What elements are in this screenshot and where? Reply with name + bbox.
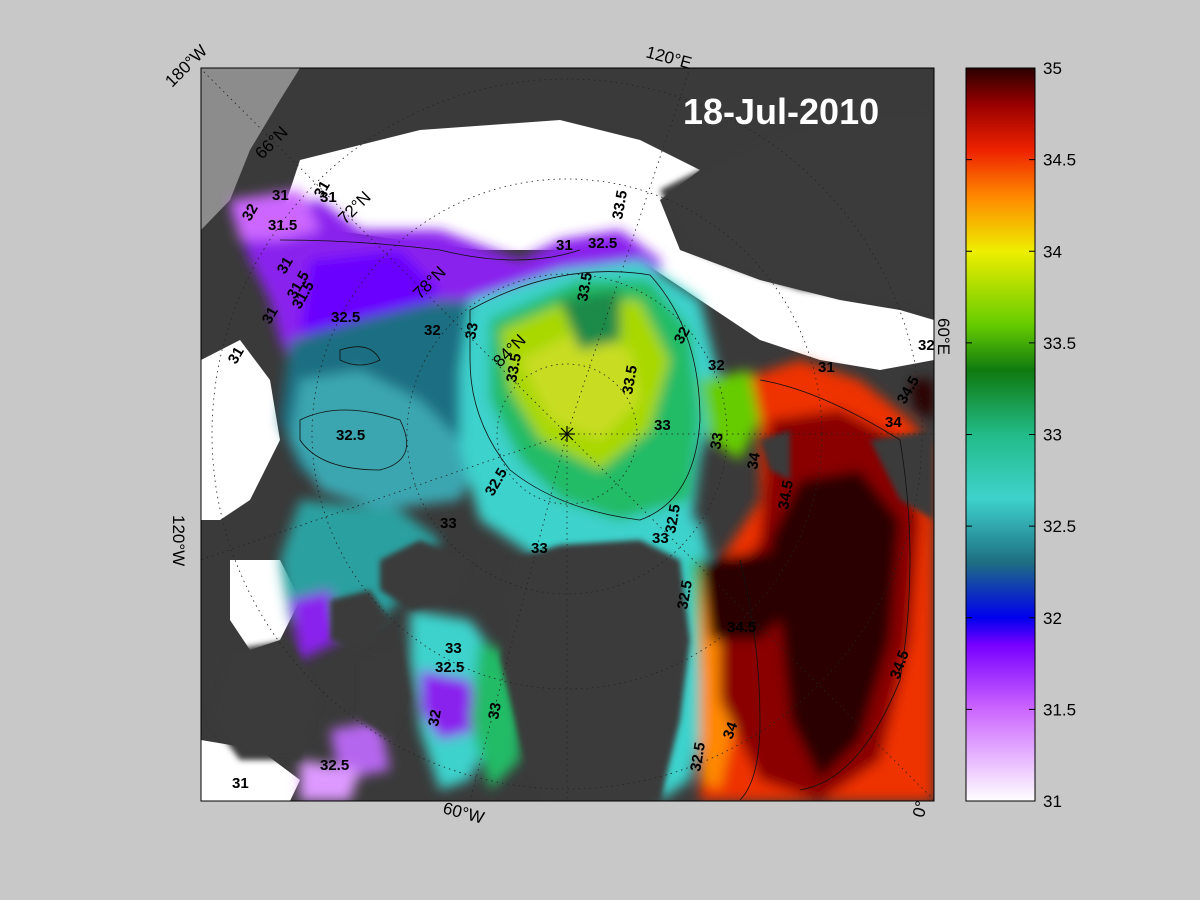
contour-label: 34.5: [775, 479, 797, 511]
land-layer: [210, 110, 934, 801]
contour-label: 32.5: [662, 503, 684, 535]
contour-label: 34: [720, 719, 742, 741]
contour-label: 33: [485, 701, 505, 720]
contour-label: 33: [531, 540, 548, 557]
contour-label: 33: [652, 530, 669, 547]
contour-label: 32.5: [435, 659, 464, 676]
contour-label: 31: [232, 775, 249, 792]
contour-label: 33.5: [609, 189, 631, 221]
colorbar-tick-label: 33: [1043, 426, 1062, 445]
contour-label: 31: [225, 344, 248, 367]
graticule: [201, 68, 934, 801]
contour-label: 31: [272, 187, 289, 204]
contour-label: 34: [885, 414, 902, 431]
date-label: 18-Jul-2010: [683, 91, 879, 132]
colorbar-tick-label: 34: [1043, 242, 1062, 261]
meridian-label-120w: 120°W: [169, 515, 188, 566]
contour-label: 32.5: [687, 741, 709, 773]
colorbar: 35 34.5 34 33.5 33 32.5 32 31.5 31: [965, 59, 1076, 811]
contour-label: 33.5: [503, 352, 525, 384]
contour-label: 32.5: [674, 579, 696, 611]
contour-label: 32: [671, 324, 694, 347]
contour-label: 32.5: [320, 757, 349, 774]
north-pole-marker: [559, 426, 575, 442]
contour-label: 31: [274, 254, 297, 277]
contour-label: 31: [320, 189, 337, 206]
colorbar-tick-label: 34.5: [1043, 151, 1076, 170]
contour-label: 32.5: [588, 235, 617, 252]
colorbar-tick-label: 32.5: [1043, 517, 1076, 536]
colorbar-tick-label: 32: [1043, 609, 1062, 628]
contour-labels: 31 313231.53131.53131.532.532313132.53333…: [225, 178, 935, 792]
contour-label: 32: [425, 708, 445, 727]
contour-label: 32.5: [336, 427, 365, 444]
contour-label: 33: [707, 431, 727, 450]
contour-label: 33: [445, 640, 462, 657]
contour-label: 33.5: [619, 364, 641, 396]
contour-label: 31: [311, 178, 334, 201]
colorbar-ticks: 35 34.5 34 33.5 33 32.5 32 31.5 31: [966, 59, 1076, 811]
colorbar-tick-label: 33.5: [1043, 334, 1076, 353]
meridian-label-60w: 60°W: [441, 799, 486, 828]
contour-label: 32.5: [331, 309, 360, 326]
contour-label: 31: [259, 304, 282, 327]
contour-label: 32: [424, 322, 441, 339]
map-frame: [200, 67, 935, 802]
contour-label: 33: [654, 417, 671, 434]
contour-label: 32: [239, 201, 262, 224]
contour-label: 32: [708, 357, 725, 374]
contour-lines: [279, 239, 911, 801]
contour-label: 32: [918, 337, 935, 354]
out-of-domain-region: [201, 68, 300, 230]
contour-label: 33: [440, 515, 457, 532]
contour-label: 31: [556, 237, 573, 254]
contour-label: 33.5: [574, 271, 596, 303]
colorbar-gradient: [965, 67, 1036, 802]
meridian-label-0: 0°: [909, 799, 932, 820]
contour-label: 31.5: [268, 217, 297, 234]
colorbar-tick-label: 31: [1043, 792, 1062, 811]
colorbar-tick-label: 35: [1043, 59, 1062, 78]
salinity-field: [230, 190, 934, 801]
contour-label: 34.5: [727, 619, 756, 636]
meridian-label-60e: 60°E: [934, 318, 953, 355]
contour-label: 31: [818, 359, 835, 376]
map-panel: 31 313231.53131.53131.532.532313132.53333…: [201, 68, 935, 801]
colorbar-tick-label: 31.5: [1043, 700, 1076, 719]
contour-label: 34: [744, 451, 764, 471]
contour-label: 33: [462, 321, 482, 340]
